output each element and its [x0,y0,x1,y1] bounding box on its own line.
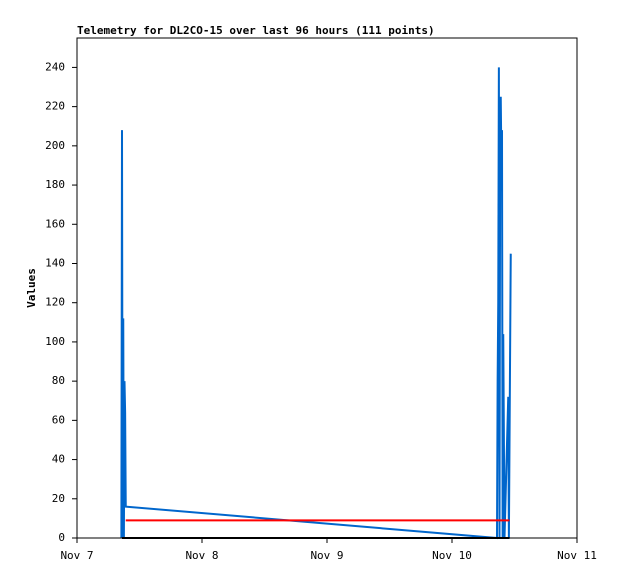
x-tick-label: Nov 11 [557,549,597,562]
x-tick-label: Nov 10 [432,549,472,562]
y-tick-label: 160 [45,217,65,230]
y-tick-label: 60 [52,413,65,426]
series-line [120,67,512,540]
y-tick-label: 0 [58,531,65,544]
y-tick-label: 100 [45,335,65,348]
y-axis-label: Values [25,268,38,308]
x-tick-label: Nov 8 [185,549,218,562]
y-tick-label: 80 [52,374,65,387]
y-tick-label: 140 [45,256,65,269]
y-tick-label: 20 [52,492,65,505]
plot-frame [76,37,578,539]
x-tick-label: Nov 7 [60,549,93,562]
y-tick-label: 200 [45,139,65,152]
y-tick-label: 240 [45,60,65,73]
x-tick-label: Nov 9 [310,549,343,562]
y-tick-label: 40 [52,453,65,466]
y-tick-label: 220 [45,100,65,113]
y-tick-label: 180 [45,178,65,191]
chart-title: Telemetry for DL2CO-15 over last 96 hour… [77,24,435,37]
y-tick-label: 120 [45,296,65,309]
